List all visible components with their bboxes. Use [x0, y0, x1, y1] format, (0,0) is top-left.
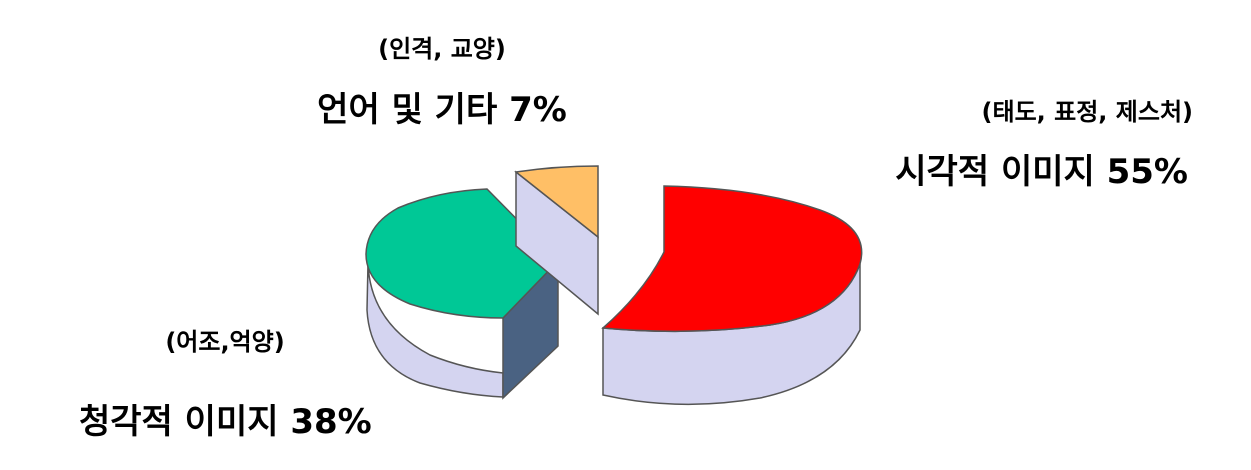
pie-slice-verbal-top [514, 165, 599, 239]
verbal-main-label: 언어 및 기타 7% [317, 90, 567, 130]
visual-detail-label: (태도, 표정, 제스처) [982, 98, 1193, 126]
auditory-main-label: 청각적 이미지 38% [79, 402, 372, 442]
auditory-detail-label: (어조,억양) [165, 328, 284, 356]
pie-slice-visual [601, 185, 863, 406]
pie-slice-visual-top [601, 185, 863, 333]
pie-slice-auditory [365, 188, 560, 400]
pie-slice-auditory-top [365, 188, 560, 319]
pie-slice-verbal [514, 165, 599, 316]
visual-main-label: 시각적 이미지 55% [895, 152, 1188, 192]
verbal-detail-label: (인격, 교양) [378, 35, 506, 63]
